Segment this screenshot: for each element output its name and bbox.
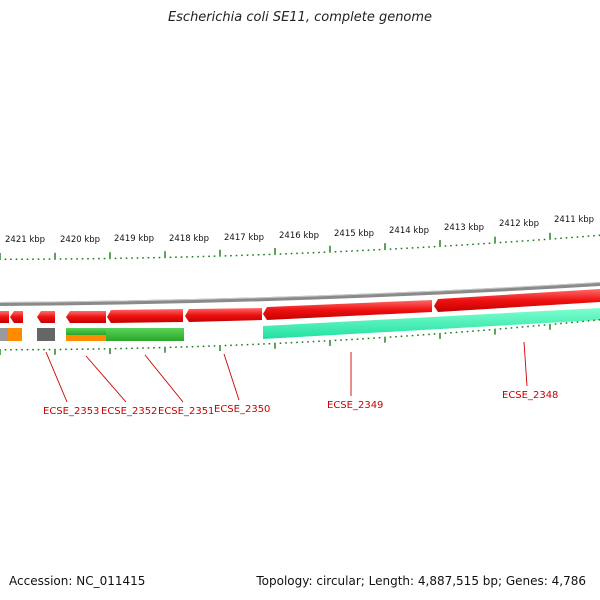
cds-forward-strand [0,289,600,323]
kbp-label: 2418 kbp [169,234,209,244]
cds-arrow[interactable] [10,311,23,323]
kbp-label: 2413 kbp [444,223,484,233]
kbp-label: 2415 kbp [334,229,374,239]
cds-arrow[interactable] [0,311,9,323]
cds-arrow[interactable] [185,308,262,322]
kbp-label: 2417 kbp [224,233,264,243]
gene-label[interactable]: ECSE_2353 [43,406,99,417]
feature-block-dark[interactable] [37,328,55,341]
genome-backbone-highlight [0,282,600,303]
cds-arrow[interactable] [434,289,600,312]
gene-label[interactable]: ECSE_2349 [327,400,383,411]
kbp-label: 2412 kbp [499,219,539,229]
feature-block-orange[interactable] [8,328,22,341]
cds-arrow[interactable] [37,311,55,323]
feature-track [0,308,600,341]
gene-leader-lines [45,341,528,403]
leader-line [144,354,184,403]
feature-block-gray[interactable] [0,328,8,341]
kbp-label: 2421 kbp [5,235,45,245]
kbp-label: 2416 kbp [279,231,319,241]
leader-line [223,353,240,401]
gene-labels: ECSE_2353 ECSE_2352 ECSE_2351 ECSE_2350 … [43,390,558,417]
cds-arrow[interactable] [107,309,183,323]
cds-arrow[interactable] [263,300,432,320]
cds-arrow[interactable] [66,311,106,323]
feature-block-cyan[interactable] [263,308,600,339]
genome-summary: Topology: circular; Length: 4,887,515 bp… [256,574,586,588]
feature-block-green[interactable] [106,328,184,341]
kbp-axis-labels: 2421 kbp 2420 kbp 2419 kbp 2418 kbp 2417… [5,215,594,245]
leader-line [45,351,68,403]
kbp-label: 2419 kbp [114,234,154,244]
genome-title: Escherichia coli SE11, complete genome [167,10,433,25]
gene-label[interactable]: ECSE_2348 [502,390,558,401]
ruler-ticks-bottom [0,319,600,355]
kbp-label: 2414 kbp [389,226,429,236]
leader-line [523,341,528,387]
gene-label[interactable]: ECSE_2350 [214,404,270,415]
kbp-label: 2420 kbp [60,235,100,245]
gene-label[interactable]: ECSE_2352 [101,406,157,417]
feature-block-green[interactable] [66,328,106,335]
kbp-label: 2411 kbp [554,215,594,225]
accession-label: Accession: NC_011415 [9,574,146,588]
gene-label[interactable]: ECSE_2351 [158,406,214,417]
ruler-ticks-top [0,232,600,260]
leader-line [85,355,127,403]
